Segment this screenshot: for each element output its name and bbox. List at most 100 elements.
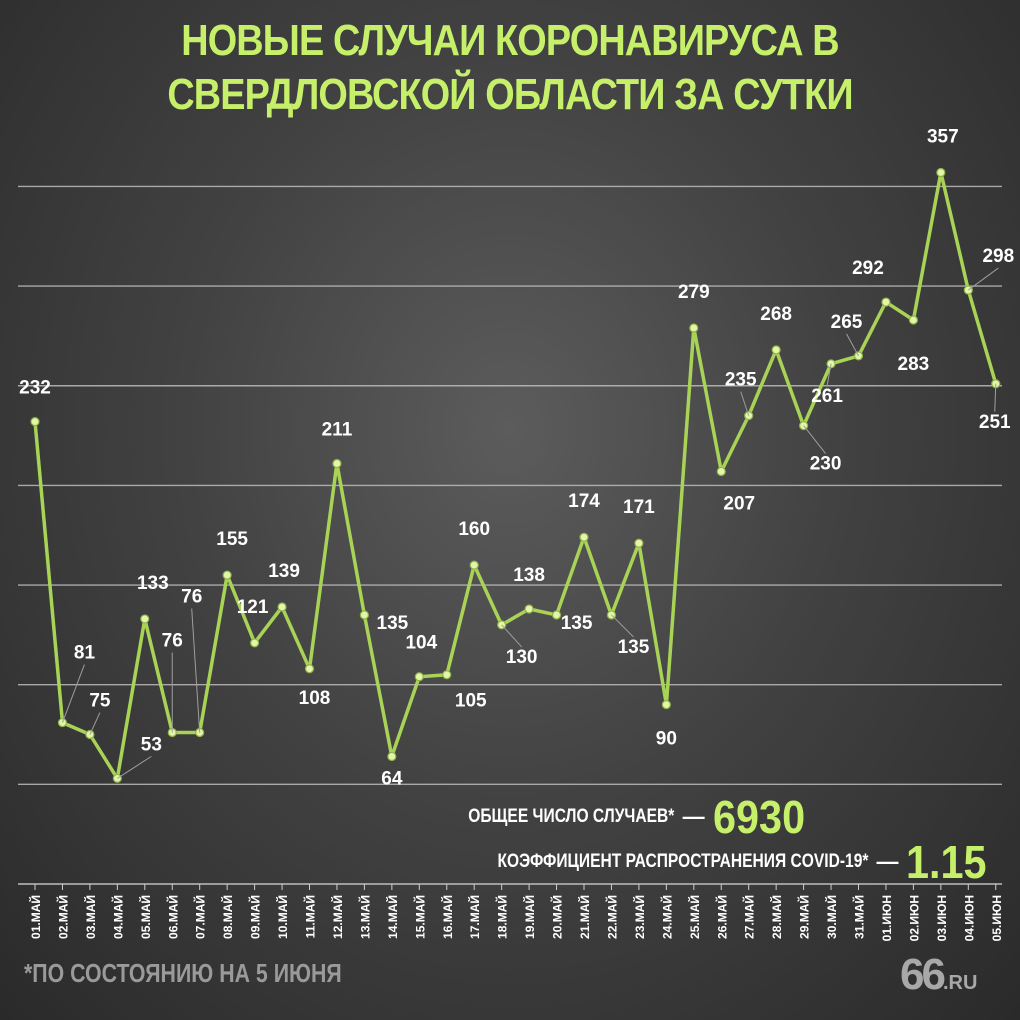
x-tick-label: 04.ИЮН	[962, 895, 976, 941]
data-label: 75	[89, 691, 111, 712]
data-label: 135	[618, 637, 650, 658]
data-point	[30, 417, 40, 427]
data-label: 81	[74, 643, 96, 664]
data-label: 357	[927, 126, 959, 147]
data-label: 133	[137, 573, 169, 594]
x-tick-label: 02.МАЙ	[55, 895, 70, 939]
data-label-leader	[501, 624, 523, 648]
chart-title: Новые случаи коронавируса в Свердловской…	[167, 16, 853, 119]
data-label: 104	[405, 633, 437, 654]
data-label: 64	[381, 768, 403, 789]
data-label: 232	[19, 378, 51, 399]
data-label-leader	[826, 363, 832, 386]
spread-coefficient-stat: КОЭФФИЦИЕНТ РАСПРОСТРАНЕНИЯ COVID-19* — …	[416, 835, 996, 889]
data-point	[359, 610, 369, 620]
data-label: 90	[656, 729, 677, 750]
x-tick-label: 21.МАЙ	[577, 895, 592, 939]
data-label: 121	[237, 597, 269, 618]
data-point	[222, 570, 232, 580]
data-label: 261	[811, 386, 843, 407]
x-tick-label: 23.МАЙ	[632, 895, 647, 939]
x-tick-label: 06.МАЙ	[165, 895, 180, 939]
data-point	[661, 700, 671, 710]
x-tick-label: 01.МАЙ	[28, 895, 43, 939]
x-tick-label: 17.МАЙ	[467, 895, 482, 939]
x-tick-label: 30.МАЙ	[824, 895, 839, 939]
data-point	[771, 345, 781, 355]
data-label: 155	[216, 529, 248, 550]
x-tick-label: 09.МАЙ	[248, 895, 263, 939]
data-label: 53	[141, 734, 162, 755]
data-point	[140, 614, 150, 624]
data-label: 138	[513, 565, 545, 586]
data-label-leader	[191, 608, 201, 733]
data-label: 207	[723, 493, 755, 514]
x-tick-label: 03.МАЙ	[83, 895, 98, 939]
x-tick-label: 08.МАЙ	[220, 895, 235, 939]
data-point	[716, 466, 726, 477]
data-point	[442, 670, 452, 680]
data-label: 292	[852, 258, 884, 279]
x-tick-label: 24.МАЙ	[659, 895, 674, 939]
x-tick-label: 04.МАЙ	[110, 895, 125, 939]
data-label: 105	[455, 691, 487, 712]
data-label: 230	[810, 454, 842, 475]
data-point	[57, 717, 68, 728]
x-tick-label: 10.МАЙ	[275, 895, 290, 939]
data-label: 76	[181, 587, 202, 608]
x-tick-label: 29.МАЙ	[797, 895, 812, 939]
spread-coefficient-value: 1.15	[906, 836, 988, 888]
x-tick-label: 31.МАЙ	[852, 895, 867, 939]
x-tick-label: 26.МАЙ	[714, 895, 729, 939]
data-label: 135	[377, 613, 409, 634]
data-label: 108	[299, 688, 331, 709]
data-point	[387, 751, 397, 762]
spread-coefficient-dash: —	[876, 849, 899, 874]
data-label: 160	[458, 519, 490, 540]
data-label: 235	[725, 370, 757, 391]
x-tick-label: 12.МАЙ	[330, 895, 345, 939]
data-label-leader	[846, 333, 859, 357]
data-label: 283	[898, 354, 930, 375]
data-point	[936, 167, 946, 178]
data-label: 135	[561, 613, 593, 634]
data-label-leader	[61, 664, 85, 723]
data-point	[524, 604, 534, 614]
data-label-leader	[89, 712, 101, 735]
x-tick-label: 01.ИЮН	[880, 895, 894, 941]
data-point	[689, 323, 699, 333]
x-tick-label: 25.МАЙ	[687, 895, 702, 939]
data-label: 251	[979, 412, 1011, 433]
data-point	[908, 315, 919, 325]
x-tick-label: 28.МАЙ	[769, 895, 784, 939]
data-label: 298	[982, 246, 1014, 267]
logo-number: 66	[900, 950, 946, 999]
data-point	[579, 532, 589, 542]
total-cases-value: 6930	[712, 791, 805, 843]
x-tick-label: 16.МАЙ	[440, 895, 455, 939]
x-tick-label: 22.МАЙ	[604, 895, 619, 939]
data-label-leader	[117, 755, 152, 779]
total-cases-label: ОБЩЕЕ ЧИСЛО СЛУЧАЕВ*	[468, 806, 675, 827]
x-tick-label: 27.МАЙ	[742, 895, 757, 939]
x-tick-label: 18.МАЙ	[495, 895, 510, 939]
data-label: 279	[678, 282, 710, 303]
data-label: 76	[162, 631, 183, 652]
data-point	[634, 538, 644, 548]
data-point	[250, 638, 260, 648]
data-point	[881, 297, 891, 307]
x-tick-label: 20.МАЙ	[550, 895, 565, 939]
x-tick-label: 07.МАЙ	[193, 895, 208, 939]
x-tick-label: 03.ИЮН	[935, 895, 949, 941]
data-point	[414, 672, 424, 682]
data-point	[277, 602, 287, 612]
data-point	[551, 610, 562, 620]
x-tick-label: 14.МАЙ	[385, 895, 400, 939]
x-tick-label: 05.МАЙ	[138, 895, 153, 939]
site-logo[interactable]: 66.RU	[900, 950, 977, 1000]
data-label-leader	[611, 614, 634, 638]
data-label: 174	[568, 491, 600, 512]
data-label: 268	[760, 304, 792, 325]
data-point	[469, 560, 479, 570]
